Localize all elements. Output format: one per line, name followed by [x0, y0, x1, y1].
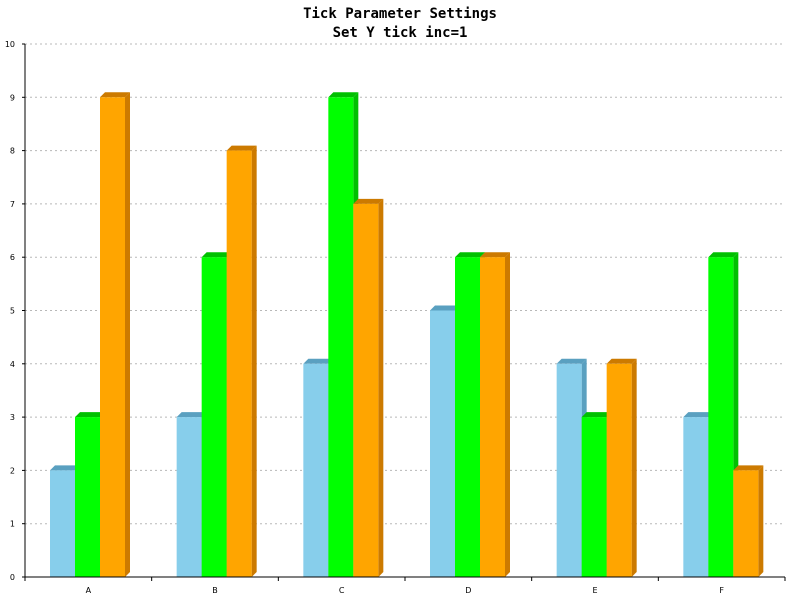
- x-tick-label: D: [465, 586, 471, 595]
- bar: [353, 198, 384, 577]
- bar: [50, 465, 80, 577]
- bar: [733, 465, 764, 577]
- x-tick-label: E: [592, 586, 597, 595]
- bar: [226, 145, 257, 577]
- y-tick-label: 3: [10, 413, 15, 422]
- x-tick-label: B: [212, 586, 218, 595]
- y-tick-label: 8: [10, 147, 15, 156]
- chart-subtitle: Set Y tick inc=1: [333, 25, 468, 41]
- y-tick-label: 4: [10, 360, 15, 369]
- y-tick-label: 5: [10, 307, 15, 316]
- x-tick-label: F: [719, 586, 724, 595]
- bar: [606, 358, 637, 577]
- bar: [480, 252, 510, 577]
- x-tick-label: A: [86, 586, 92, 595]
- grid-lines: [25, 43, 785, 525]
- y-tick-label: 0: [10, 573, 15, 582]
- y-tick-label: 10: [5, 40, 15, 49]
- y-tick-label: 6: [10, 253, 15, 262]
- chart-title: Tick Parameter Settings: [303, 6, 497, 22]
- y-tick-label: 7: [10, 200, 15, 209]
- y-tick-label: 2: [10, 466, 15, 475]
- bars: [50, 92, 764, 578]
- y-tick-label: 1: [10, 520, 15, 529]
- y-tick-label: 9: [10, 93, 15, 102]
- x-tick-label: C: [339, 586, 345, 595]
- axes: 0 1 2 3 4 5 6 7 8 9 10 A B C D E F: [5, 40, 786, 595]
- bar: [100, 92, 130, 578]
